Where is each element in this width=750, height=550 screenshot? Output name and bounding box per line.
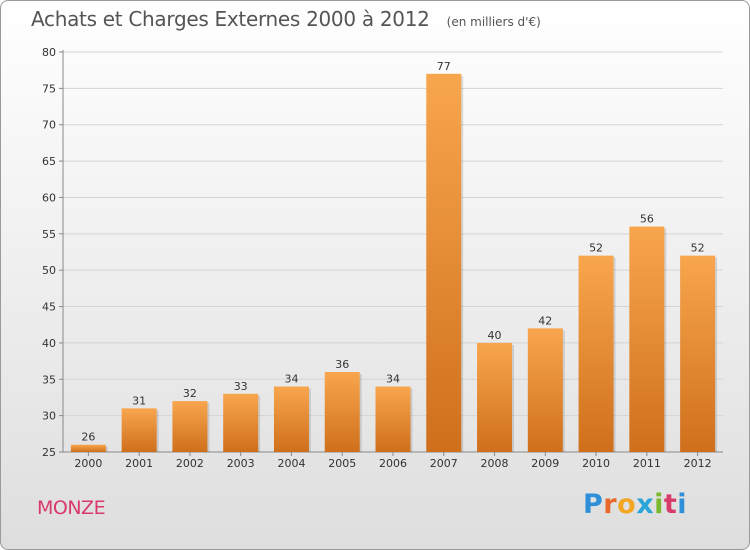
y-tick-label: 50 [42, 264, 56, 277]
y-tick-label: 30 [42, 410, 56, 423]
data-label: 34 [386, 373, 400, 386]
x-tick-label: 2011 [633, 457, 661, 470]
chart-subtitle: (en milliers d'€) [446, 15, 541, 29]
data-label: 31 [132, 394, 146, 407]
x-tick-label: 2002 [176, 457, 204, 470]
data-label: 77 [437, 60, 451, 73]
data-label: 52 [691, 242, 705, 255]
bar [324, 372, 360, 452]
chart-title: Achats et Charges Externes 2000 à 2012 [31, 7, 430, 31]
x-tick-label: 2010 [582, 457, 610, 470]
x-tick-label: 2005 [328, 457, 356, 470]
bar [223, 393, 259, 452]
x-tick-label: 2001 [125, 457, 153, 470]
bar [172, 401, 208, 452]
data-label: 56 [640, 213, 654, 226]
bar [375, 386, 411, 452]
logo-letter: x [636, 489, 655, 520]
y-tick-label: 35 [42, 373, 56, 386]
y-tick-label: 60 [42, 191, 56, 204]
bar [426, 73, 462, 453]
bar [629, 226, 665, 452]
logo-letter: o [617, 489, 637, 520]
data-label: 36 [335, 358, 349, 371]
x-tick-label: 2008 [481, 457, 509, 470]
x-tick-label: 2012 [684, 457, 712, 470]
x-tick-label: 2003 [227, 457, 255, 470]
city-name: MONZE [37, 497, 106, 519]
logo-letter: r [603, 489, 618, 520]
title-row: Achats et Charges Externes 2000 à 2012 (… [31, 7, 541, 31]
x-tick-label: 2000 [74, 457, 102, 470]
proxiti-logo: Proxiti [583, 489, 687, 520]
data-label: 52 [589, 242, 603, 255]
bar [273, 386, 309, 452]
data-label: 42 [538, 314, 552, 327]
y-tick-label: 25 [42, 446, 56, 459]
y-tick-label: 45 [42, 301, 56, 314]
x-tick-label: 2007 [430, 457, 458, 470]
bar [121, 408, 157, 452]
y-tick-label: 40 [42, 337, 56, 350]
x-tick-label: 2006 [379, 457, 407, 470]
y-tick-label: 65 [42, 155, 56, 168]
bar [578, 255, 614, 452]
y-tick-label: 70 [42, 119, 56, 132]
bar [680, 255, 716, 452]
data-label: 33 [234, 380, 248, 393]
bar [477, 342, 513, 452]
data-label: 34 [284, 373, 298, 386]
x-tick-label: 2004 [277, 457, 305, 470]
data-label: 40 [488, 329, 502, 342]
bar [70, 444, 106, 452]
y-tick-label: 55 [42, 228, 56, 241]
logo-letter: t [663, 489, 678, 520]
y-tick-label: 80 [42, 46, 56, 59]
data-label: 32 [183, 387, 197, 400]
x-tick-label: 2009 [531, 457, 559, 470]
logo-letter: i [677, 489, 688, 520]
data-label: 26 [81, 431, 95, 444]
y-tick-label: 75 [42, 82, 56, 95]
logo-letter: i [654, 489, 664, 520]
logo-letter: P [583, 489, 604, 520]
bar [527, 328, 563, 452]
